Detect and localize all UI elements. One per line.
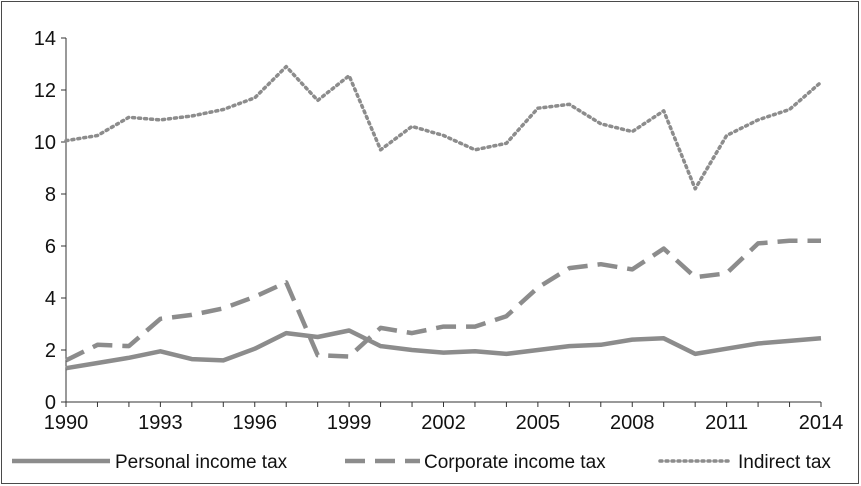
legend: Personal income tax Corporate income tax I… xyxy=(12,452,831,473)
x-tick-label: 2014 xyxy=(799,412,844,434)
y-tick-label: 14 xyxy=(34,28,56,50)
y-tick-label: 4 xyxy=(45,288,56,310)
tick-labels: 0 2 4 6 8 10 12 14 1990 1993 1996 1999 2002 2005 2008 2… xyxy=(34,28,844,434)
x-tick-label: 1999 xyxy=(327,412,372,434)
legend-label: Indirect tax xyxy=(738,452,831,473)
x-tick-label: 2008 xyxy=(610,412,655,434)
x-tick-label: 1990 xyxy=(44,412,89,434)
legend-label: Personal income tax xyxy=(115,452,288,473)
y-tick-label: 8 xyxy=(45,184,56,206)
series-lines xyxy=(64,64,823,371)
y-tick-label: 6 xyxy=(45,236,56,258)
y-tick-label: 10 xyxy=(34,132,56,154)
x-tick-label: 2005 xyxy=(516,412,561,434)
y-tick-label: 2 xyxy=(45,340,56,362)
y-tick-label: 0 xyxy=(45,392,56,414)
series-line-dotted xyxy=(64,64,823,191)
x-tick-label: 2002 xyxy=(421,412,466,434)
x-tick-label: 1993 xyxy=(138,412,183,434)
y-tick-label: 12 xyxy=(34,80,56,102)
series-line-dashed xyxy=(65,238,821,363)
legend-label: Corporate income tax xyxy=(424,452,606,473)
x-tick-label: 2011 xyxy=(705,412,748,434)
series-line-solid xyxy=(65,328,822,371)
axes xyxy=(61,37,822,407)
x-tick-label: 1996 xyxy=(233,412,278,434)
